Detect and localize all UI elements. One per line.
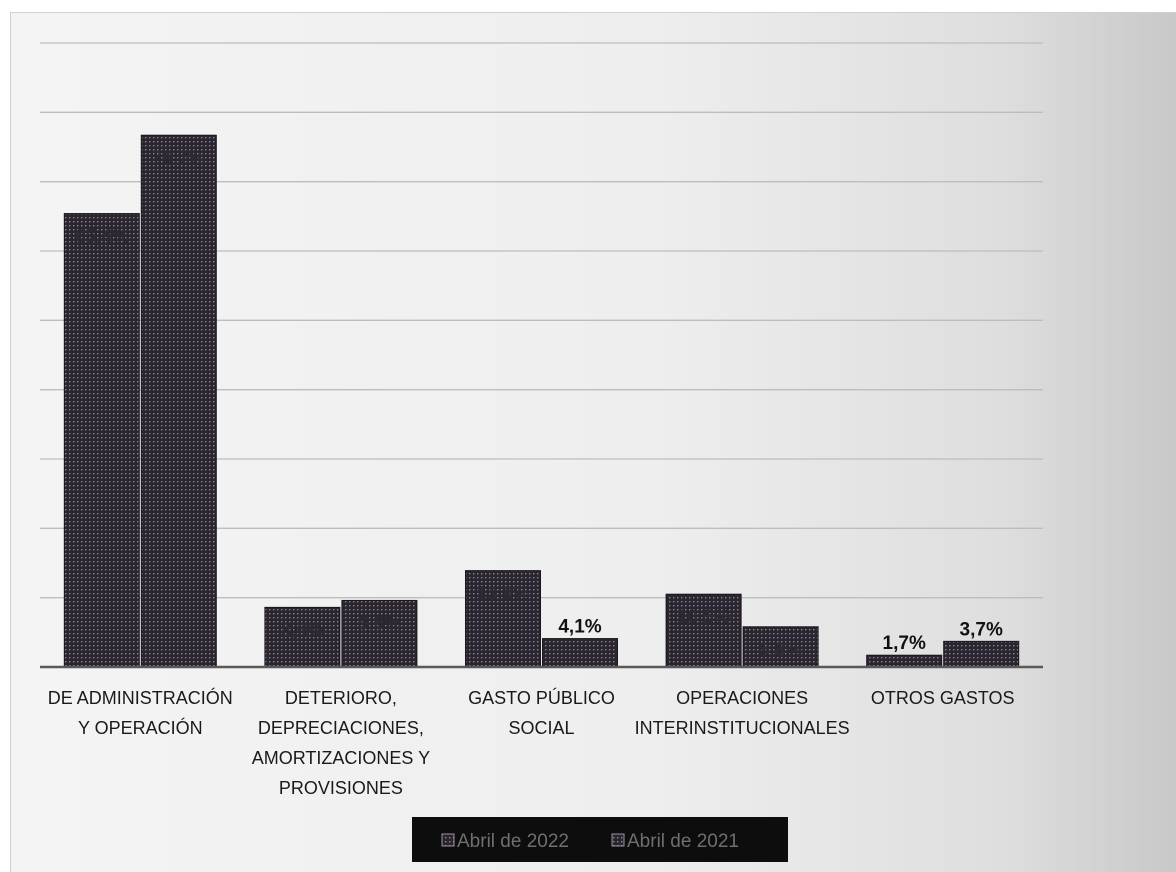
category-label: GASTO PÚBLICO SOCIAL — [468, 687, 615, 738]
data-label: 8,6% — [281, 620, 324, 641]
data-label: 4,1% — [558, 617, 601, 638]
category-label: OTROS GASTOS — [871, 688, 1015, 708]
data-label: 5,8% — [759, 640, 802, 661]
data-label: 76,7% — [152, 148, 206, 169]
bar — [866, 654, 943, 668]
bar — [63, 213, 140, 668]
category-label: OPERACIONES INTERINSTITUCIONALES — [635, 688, 850, 738]
data-label: 13,9% — [476, 584, 530, 605]
legend-entry: Abril de 2021 — [627, 831, 739, 852]
data-label: 9,6% — [358, 613, 401, 634]
bar — [264, 606, 341, 668]
bar — [465, 570, 541, 668]
category-label: DETERIORO, DEPRECIACIONES, AMORTIZACIONES … — [252, 688, 430, 798]
legend-swatch — [611, 833, 625, 847]
data-label: 65,4% — [75, 227, 129, 248]
legend-entry: Abril de 2022 — [457, 831, 569, 852]
data-label: 1,7% — [883, 633, 926, 654]
category-label: DE ADMINISTRACIÓN Y OPERACIÓN — [48, 687, 233, 738]
bar — [742, 626, 819, 668]
category-labels: DE ADMINISTRACIÓN Y OPERACIÓN DETERIORO, DE… — [48, 687, 1015, 798]
legend-box — [412, 817, 788, 862]
data-label: 3,7% — [960, 619, 1003, 640]
data-label: 10,5% — [677, 607, 731, 628]
value-labels: 65,4% 8,6% 13,9% 10,5% 1,7% 76,7% 9,6% 4,1% 5,8%… — [75, 148, 1003, 661]
bar — [341, 599, 418, 668]
legend-swatch — [441, 833, 455, 847]
bar — [665, 593, 742, 668]
bar — [140, 134, 217, 668]
bars — [63, 134, 1020, 668]
bar — [943, 640, 1020, 668]
legend: Abril de 2022 Abril de 2021 — [412, 817, 788, 862]
bar — [542, 638, 618, 668]
